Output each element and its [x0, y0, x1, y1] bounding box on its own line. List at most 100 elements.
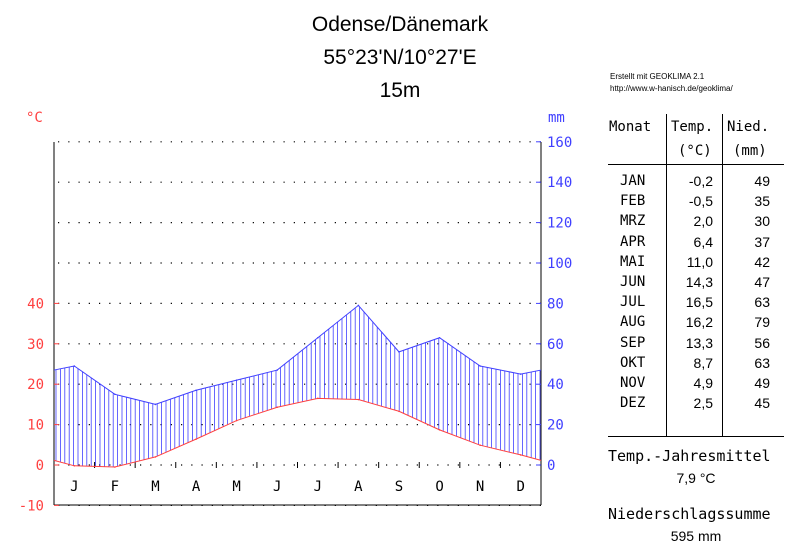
table-row-temp: 6,4: [693, 233, 713, 250]
credit-software: Erstellt mit GEOKLIMA 2.1: [610, 72, 705, 81]
precipitation-point: [195, 389, 197, 392]
precipitation-point: [154, 403, 157, 406]
table-header-precip-unit: (mm): [733, 143, 767, 159]
temperature-point: [316, 397, 319, 400]
temperature-point: [114, 466, 116, 468]
table-row-precip: 30: [754, 213, 770, 230]
table-row-month: MRZ: [620, 213, 646, 230]
annual-precip-label: Niederschlagssumme: [608, 505, 771, 523]
precipitation-line: [53, 304, 542, 405]
month-label: N: [476, 479, 484, 495]
table-row-temp: 4,9: [693, 375, 713, 391]
month-label: S: [395, 479, 403, 495]
temperature-point: [479, 444, 481, 447]
tick-label-right: 100: [547, 256, 572, 272]
precipitation-point: [276, 369, 279, 371]
table-row-temp: 2,0: [693, 213, 713, 230]
table-row-precip: 45: [754, 395, 770, 412]
precipitation-point: [114, 393, 116, 396]
precipitation-point: [398, 351, 400, 353]
temperature-point: [195, 438, 197, 440]
table-row-temp: 16,5: [685, 294, 713, 311]
tick-label-right: 0: [547, 458, 555, 474]
table-row-month: JAN: [620, 173, 646, 189]
annual-temp-value: 7,9 °C: [676, 470, 716, 486]
table-row-temp: -0,2: [688, 173, 713, 189]
tick-label-right: 80: [547, 296, 564, 312]
credit-url: http://www.w-hanisch.de/geoklima/: [610, 84, 733, 93]
month-label: O: [435, 479, 443, 495]
month-label: A: [354, 479, 363, 495]
month-label: J: [70, 479, 78, 495]
table-header-divider: [608, 164, 784, 165]
tick-label-left: 10: [27, 418, 44, 434]
tick-label-right: 140: [547, 175, 572, 191]
chart-series: [53, 304, 542, 468]
temperature-point: [235, 419, 238, 422]
table-column-divider-1: [666, 114, 667, 436]
tick-label-left: -10: [19, 498, 44, 514]
station-elevation: 15m: [379, 79, 421, 102]
tick-label-left: 30: [27, 337, 44, 353]
tick-label-right: 40: [547, 377, 564, 393]
table-row-precip: 63: [754, 354, 770, 371]
station-coordinates: 55°23'N/10°27'E: [323, 46, 477, 69]
precipitation-point: [438, 336, 441, 339]
station-title: Odense/Dänemark: [311, 13, 489, 36]
table-header-temp: Temp.: [671, 119, 714, 135]
climate-chart: -10 0 10 20 30 40 0 20 40 60 80 100 120 140 160 °C mm J F M…: [19, 110, 573, 514]
table-row-temp: 11,0: [686, 253, 713, 270]
temperature-point: [519, 454, 522, 456]
precipitation-point: [479, 365, 481, 367]
chart-labels: -10 0 10 20 30 40 0 20 40 60 80 100 120 140 160 °C mm J F M…: [19, 110, 573, 514]
table-row-precip: 42: [754, 253, 770, 270]
tick-label-right: 20: [547, 418, 564, 434]
table-row-precip: 56: [754, 334, 770, 351]
table-row-precip: 35: [754, 193, 770, 210]
precipitation-point: [357, 304, 360, 307]
table-row-month: JUN: [620, 274, 646, 290]
axis-label-right: mm: [548, 110, 565, 126]
temperature-point: [357, 398, 360, 401]
table-row-precip: 79: [754, 314, 770, 331]
table-row-month: SEP: [620, 334, 646, 351]
precipitation-point: [235, 379, 238, 381]
tick-label-left: 40: [27, 296, 44, 312]
table-row-month: DEZ: [620, 395, 646, 412]
tick-label-right: 160: [547, 135, 572, 151]
table-row-precip: 37: [754, 233, 770, 250]
table-row-month: APR: [620, 233, 646, 250]
month-label: A: [192, 479, 201, 495]
table-row-temp: -0,5: [688, 193, 713, 210]
precipitation-hatch: [55, 306, 541, 467]
temperature-line: [53, 397, 542, 468]
month-label: M: [151, 479, 159, 495]
tick-label-right: 60: [547, 337, 564, 353]
chart-axes: [53, 141, 542, 506]
table-row-temp: 16,2: [685, 314, 713, 331]
annual-temp-label: Temp.-Jahresmittel: [608, 447, 771, 465]
table-row-precip: 63: [754, 294, 770, 311]
precipitation-point: [73, 365, 76, 367]
month-label: M: [232, 479, 240, 495]
precipitation-point: [519, 373, 522, 375]
temperature-point: [398, 410, 400, 413]
precipitation-point: [316, 336, 319, 339]
temperature-point: [73, 465, 76, 467]
table-row-precip: 49: [754, 173, 770, 189]
table-row-precip: 47: [754, 274, 770, 290]
axis-label-left: °C: [26, 110, 43, 126]
table-row-month: AUG: [620, 314, 646, 331]
tick-label-left: 20: [27, 377, 44, 393]
temperature-point: [438, 429, 441, 431]
table-row-month: OKT: [620, 354, 646, 371]
table-row-temp: 13,3: [685, 334, 713, 351]
table-row-temp: 14,3: [685, 274, 713, 290]
chart-grid: [54, 141, 541, 506]
month-label: J: [314, 479, 322, 495]
table-row-month: FEB: [620, 193, 646, 210]
table-row-precip: 49: [754, 375, 770, 391]
table-column-divider-2: [722, 114, 723, 436]
annual-precip-value: 595 mm: [670, 528, 722, 544]
table-header-temp-unit: (°C): [678, 143, 712, 159]
